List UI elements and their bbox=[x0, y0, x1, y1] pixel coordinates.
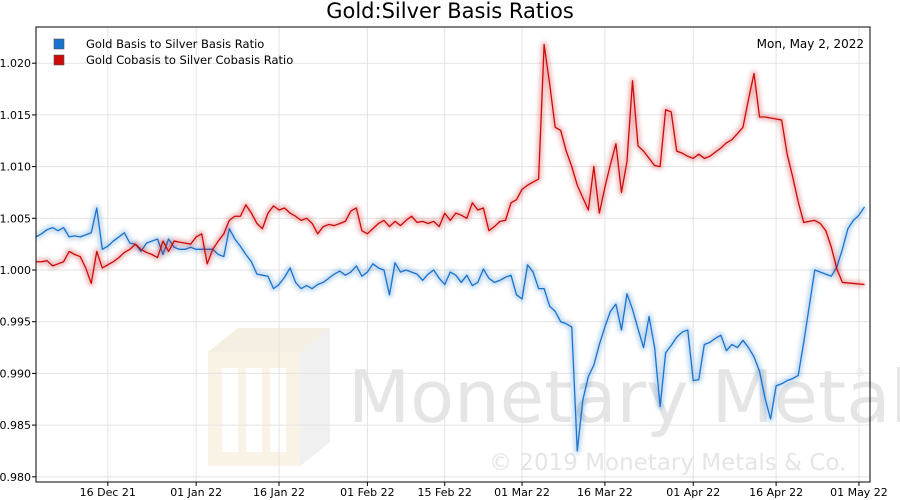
series-line bbox=[36, 43, 865, 286]
x-axis: 16 Dec 21 01 Jan 22 16 Jan 22 01 Feb 22 15 F… bbox=[80, 482, 888, 499]
watermark-copyright: © 2019 Monetary Metals & Co. bbox=[489, 450, 846, 476]
watermark-logo-icon bbox=[208, 328, 330, 466]
y-tick-label: 0.990 bbox=[0, 367, 31, 380]
plot-area bbox=[36, 27, 870, 482]
x-tick-label: 15 Feb 22 bbox=[417, 486, 471, 499]
y-tick-label: 1.015 bbox=[0, 109, 31, 122]
x-tick-label: 01 Feb 22 bbox=[340, 486, 394, 499]
y-tick-label: 0.995 bbox=[0, 316, 31, 329]
watermark-trademark: ® bbox=[855, 366, 866, 379]
y-tick-label: 1.005 bbox=[0, 212, 31, 225]
legend-label: Gold Cobasis to Silver Cobasis Ratio bbox=[86, 53, 293, 67]
series-layer bbox=[36, 41, 867, 454]
grid bbox=[36, 27, 870, 482]
legend-swatch bbox=[53, 54, 65, 66]
legend-item: Gold Basis to Silver Basis Ratio bbox=[53, 37, 264, 51]
y-tick-label: 1.000 bbox=[0, 264, 31, 277]
y-tick-label: 1.010 bbox=[0, 161, 31, 174]
watermark-brand: Monetary Metals bbox=[348, 355, 900, 439]
x-tick-label: 01 May 22 bbox=[830, 486, 888, 499]
legend-item: Gold Cobasis to Silver Cobasis Ratio bbox=[53, 53, 293, 67]
chart-title: Gold:Silver Basis Ratios bbox=[326, 0, 574, 23]
legend-swatch bbox=[53, 38, 65, 50]
x-tick-label: 01 Apr 22 bbox=[666, 486, 720, 499]
plot-frame bbox=[35, 26, 871, 483]
y-axis: 0.980 0.985 0.990 0.995 1.000 1.005 1.010 1.015… bbox=[0, 57, 36, 484]
legend: Gold Basis to Silver Basis Ratio Gold Co… bbox=[53, 37, 293, 67]
legend-label: Gold Basis to Silver Basis Ratio bbox=[86, 37, 264, 51]
x-tick-label: 16 Dec 21 bbox=[80, 486, 136, 499]
y-tick-label: 0.980 bbox=[0, 471, 31, 484]
x-tick-label: 16 Mar 22 bbox=[577, 486, 633, 499]
x-tick-label: 01 Jan 22 bbox=[170, 486, 222, 499]
y-tick-label: 0.985 bbox=[0, 419, 31, 432]
x-tick-label: 16 Apr 22 bbox=[749, 486, 803, 499]
chart-date-label: Mon, May 2, 2022 bbox=[757, 37, 864, 51]
x-tick-label: 16 Jan 22 bbox=[253, 486, 305, 499]
y-tick-label: 1.020 bbox=[0, 57, 31, 70]
x-tick-label: 01 Mar 22 bbox=[494, 486, 550, 499]
